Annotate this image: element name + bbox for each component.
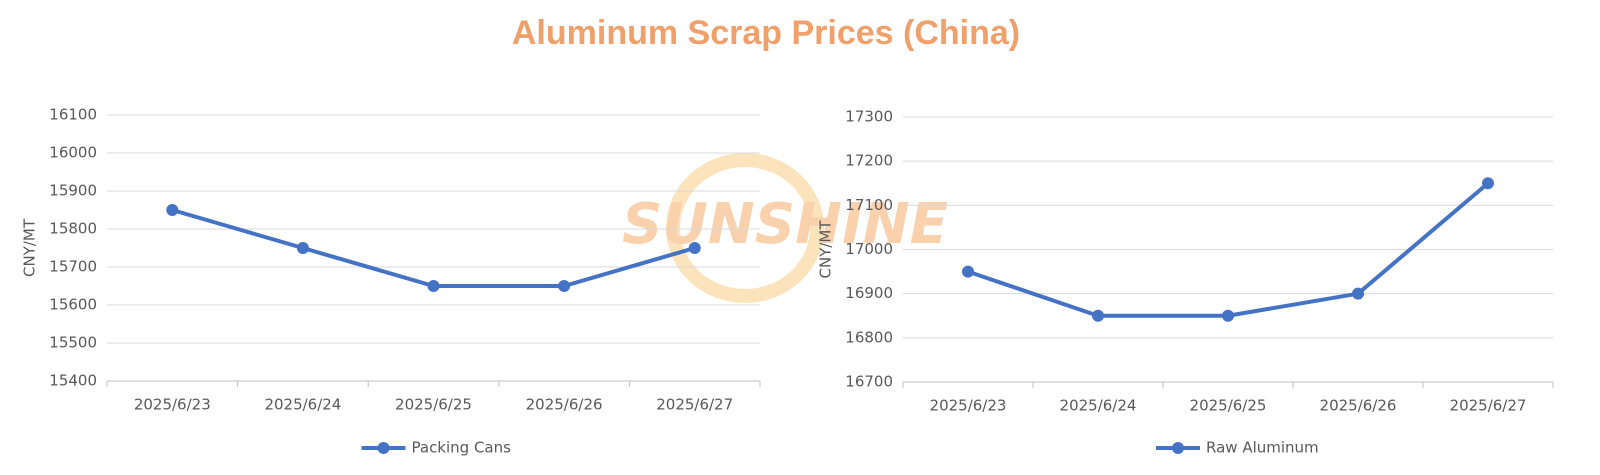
data-point <box>166 204 179 216</box>
y-tick-label: 17100 <box>845 196 893 214</box>
x-tick-label: 2025/6/26 <box>1320 397 1397 415</box>
x-tick-label: 2025/6/23 <box>930 397 1007 415</box>
y-tick-label: 16800 <box>845 328 893 346</box>
y-tick-label: 15900 <box>49 182 97 200</box>
data-point <box>558 280 571 292</box>
x-tick-label: 2025/6/23 <box>134 396 211 414</box>
y-tick-label: 15600 <box>49 296 97 314</box>
y-tick-label: 16900 <box>845 284 893 302</box>
x-tick-label: 2025/6/24 <box>1060 397 1137 415</box>
y-tick-label: 16700 <box>845 373 893 391</box>
data-point <box>1482 177 1494 190</box>
data-point <box>296 242 309 254</box>
data-point <box>427 280 440 292</box>
x-tick-label: 2025/6/25 <box>395 396 472 414</box>
y-tick-label: 15800 <box>49 220 97 238</box>
y-tick-label: 15700 <box>49 258 97 276</box>
legend-marker <box>1172 442 1184 454</box>
y-tick-label: 16100 <box>49 106 97 124</box>
data-point <box>962 265 974 278</box>
y-tick-label: 17300 <box>845 108 893 126</box>
x-tick-label: 2025/6/26 <box>526 396 603 414</box>
data-point <box>1222 309 1234 322</box>
data-point <box>1092 309 1104 322</box>
x-tick-label: 2025/6/24 <box>264 396 341 414</box>
x-tick-label: 2025/6/27 <box>656 396 733 414</box>
y-axis-label: CNY/MT <box>21 218 39 277</box>
legend-label: Raw Aluminum <box>1206 439 1319 457</box>
watermark-ring <box>666 153 824 303</box>
watermark-group: SUNSHINE <box>622 153 948 303</box>
y-tick-label: 15500 <box>49 334 97 352</box>
y-axis-label: CNY/MT <box>817 220 835 279</box>
page-title: Aluminum Scrap Prices (China) <box>512 14 1020 52</box>
y-tick-label: 17200 <box>845 152 893 170</box>
y-tick-label: 15400 <box>49 372 97 390</box>
x-tick-label: 2025/6/25 <box>1190 397 1267 415</box>
legend-marker <box>377 442 390 454</box>
data-point <box>1352 287 1364 300</box>
series-line <box>171 208 696 288</box>
y-tick-label: 16000 <box>49 144 97 162</box>
legend-label: Packing Cans <box>412 439 512 457</box>
y-tick-label: 17000 <box>845 240 893 258</box>
x-tick-label: 2025/6/27 <box>1450 397 1527 415</box>
data-point <box>688 242 701 254</box>
watermark: SUNSHINE <box>622 192 948 257</box>
